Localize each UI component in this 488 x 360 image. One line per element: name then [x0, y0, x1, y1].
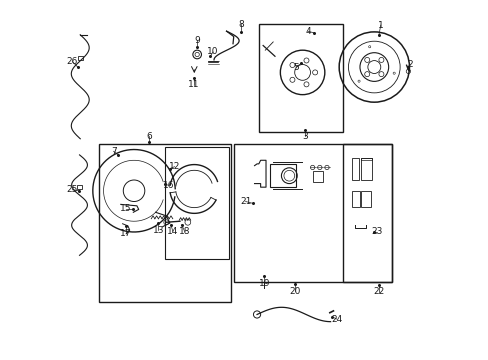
Text: 18: 18 — [179, 227, 190, 236]
Bar — [269, 164, 296, 187]
Text: 3: 3 — [302, 132, 308, 141]
Text: 1: 1 — [377, 21, 383, 30]
Text: 24: 24 — [331, 315, 342, 324]
Text: 25: 25 — [66, 185, 78, 194]
Text: 19: 19 — [258, 279, 269, 288]
Bar — [78, 56, 83, 60]
Bar — [351, 191, 359, 207]
Text: 21: 21 — [240, 197, 251, 206]
Text: 17: 17 — [120, 229, 132, 238]
Bar — [258, 24, 343, 132]
Bar — [164, 147, 229, 259]
Text: 8: 8 — [238, 19, 244, 28]
Text: 10: 10 — [207, 48, 218, 57]
Bar — [351, 158, 359, 180]
Text: 13: 13 — [152, 226, 164, 235]
Bar — [99, 144, 231, 302]
Bar — [360, 158, 371, 159]
Text: 2: 2 — [407, 60, 412, 69]
Text: 9: 9 — [194, 36, 200, 45]
Bar — [77, 185, 82, 189]
Text: 15: 15 — [120, 204, 132, 213]
Text: 7: 7 — [110, 147, 116, 156]
Bar — [312, 171, 323, 182]
Bar — [233, 144, 391, 282]
Text: 4: 4 — [305, 27, 310, 36]
Text: 11: 11 — [187, 81, 199, 90]
Text: 23: 23 — [371, 228, 382, 237]
Text: 22: 22 — [373, 287, 384, 296]
Text: 20: 20 — [288, 287, 300, 296]
Text: 16: 16 — [163, 181, 175, 190]
Text: 12: 12 — [168, 162, 180, 171]
Text: 5: 5 — [292, 63, 298, 72]
Bar — [360, 158, 371, 180]
Text: 14: 14 — [167, 227, 178, 236]
Text: 26: 26 — [66, 57, 78, 66]
Text: 6: 6 — [146, 132, 152, 141]
Bar — [343, 144, 391, 282]
Bar — [360, 191, 370, 207]
